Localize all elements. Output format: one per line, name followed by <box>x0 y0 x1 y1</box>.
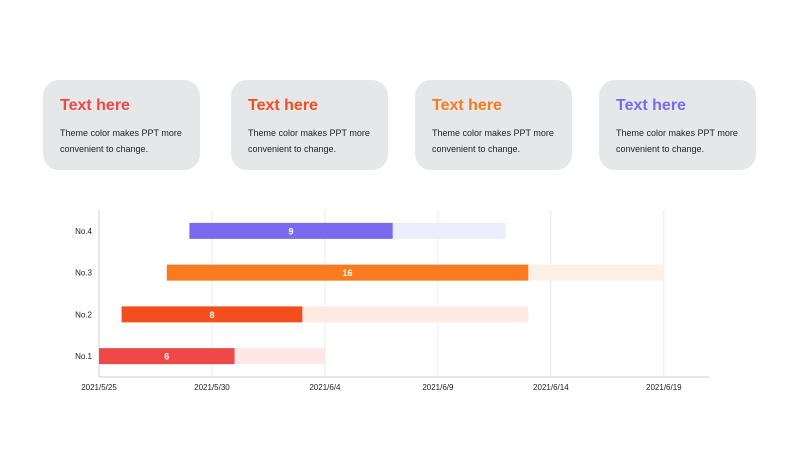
x-tick-label: 2021/5/30 <box>194 383 230 392</box>
gantt-bar-remaining <box>234 348 325 365</box>
text-card-3: Text here Theme color makes PPT more con… <box>415 80 572 170</box>
y-category-label: No.1 <box>75 352 92 361</box>
card-title: Text here <box>616 97 686 114</box>
card-title: Text here <box>432 97 502 114</box>
card-title: Text here <box>248 97 318 114</box>
text-card-2: Text here Theme color makes PPT more con… <box>231 80 388 170</box>
x-tick-label: 2021/6/19 <box>646 383 682 392</box>
card-description: Theme color makes PPT more convenient to… <box>60 128 182 154</box>
gantt-bar-remaining <box>392 222 506 239</box>
x-tick-label: 2021/6/14 <box>533 383 569 392</box>
gantt-bar-remaining <box>302 306 529 323</box>
text-card-1: Text here Theme color makes PPT more con… <box>43 80 200 170</box>
x-tick-label: 2021/5/25 <box>81 383 117 392</box>
card-description: Theme color makes PPT more convenient to… <box>616 128 738 154</box>
bar-value-label: 9 <box>289 226 294 236</box>
x-tick-label: 2021/6/4 <box>309 383 341 392</box>
gantt-bar-remaining <box>528 264 664 281</box>
y-category-label: No.2 <box>75 310 92 319</box>
y-category-label: No.3 <box>75 269 92 278</box>
y-category-label: No.4 <box>75 227 92 236</box>
card-description: Theme color makes PPT more convenient to… <box>432 128 554 154</box>
gantt-bar-no1 <box>99 348 235 365</box>
gantt-bar-no3 <box>166 264 529 281</box>
gantt-bar-no2 <box>121 306 303 323</box>
bar-value-label: 6 <box>164 352 169 362</box>
card-description: Theme color makes PPT more convenient to… <box>248 128 370 154</box>
bar-value-label: 8 <box>209 310 214 320</box>
bar-value-label: 16 <box>343 268 353 278</box>
x-tick-label: 2021/6/9 <box>422 383 454 392</box>
card-title: Text here <box>60 97 130 114</box>
gantt-bar-no4 <box>189 222 393 239</box>
text-card-4: Text here Theme color makes PPT more con… <box>599 80 756 170</box>
